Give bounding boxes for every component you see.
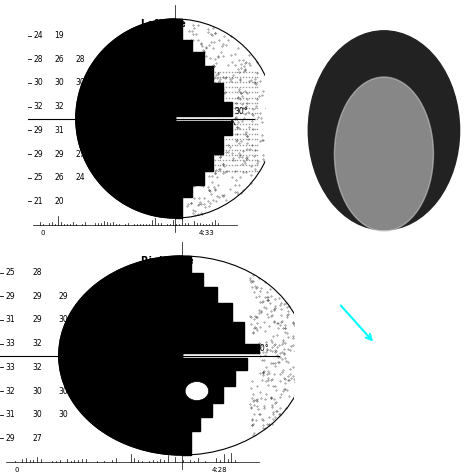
Text: 27: 27 bbox=[85, 387, 95, 395]
Text: 29: 29 bbox=[6, 434, 16, 443]
Text: 29: 29 bbox=[33, 126, 43, 135]
Text: c: c bbox=[303, 249, 310, 262]
Text: 30: 30 bbox=[59, 410, 69, 419]
Polygon shape bbox=[182, 356, 247, 455]
Text: 29: 29 bbox=[32, 292, 42, 301]
Circle shape bbox=[308, 31, 460, 230]
Text: 28: 28 bbox=[76, 55, 85, 64]
Text: 31: 31 bbox=[6, 316, 16, 324]
Polygon shape bbox=[76, 19, 175, 218]
Text: 31: 31 bbox=[55, 126, 64, 135]
Text: b: b bbox=[303, 12, 312, 25]
Text: 30: 30 bbox=[59, 316, 69, 324]
Text: 25: 25 bbox=[97, 126, 107, 135]
Text: 32: 32 bbox=[33, 102, 43, 111]
Text: 24: 24 bbox=[76, 173, 85, 182]
Text: 17: 17 bbox=[118, 102, 128, 111]
Text: 32: 32 bbox=[6, 387, 16, 395]
Text: 30: 30 bbox=[85, 316, 95, 324]
Text: 33: 33 bbox=[6, 363, 16, 372]
Text: 29: 29 bbox=[6, 292, 16, 301]
Text: 0: 0 bbox=[15, 466, 19, 473]
Text: 29: 29 bbox=[32, 316, 42, 324]
Text: 30°: 30° bbox=[235, 107, 248, 116]
Text: 30: 30 bbox=[33, 79, 43, 87]
Text: 31: 31 bbox=[6, 410, 16, 419]
Text: 29: 29 bbox=[59, 292, 68, 301]
Polygon shape bbox=[175, 118, 232, 218]
Text: Left eye: Left eye bbox=[141, 19, 186, 29]
Polygon shape bbox=[182, 256, 259, 356]
Ellipse shape bbox=[334, 77, 433, 231]
Text: 30: 30 bbox=[59, 339, 69, 348]
Text: 31: 31 bbox=[76, 102, 85, 111]
Text: 4:33: 4:33 bbox=[199, 229, 215, 236]
Text: 28: 28 bbox=[32, 268, 42, 277]
Text: 0: 0 bbox=[40, 229, 45, 236]
Text: 27: 27 bbox=[32, 434, 42, 443]
Text: 30: 30 bbox=[32, 410, 42, 419]
Text: 29: 29 bbox=[33, 150, 43, 158]
Text: 24: 24 bbox=[33, 31, 43, 40]
Text: 25: 25 bbox=[6, 268, 16, 277]
Text: 26: 26 bbox=[55, 55, 64, 64]
Text: 29: 29 bbox=[55, 150, 64, 158]
Text: 20: 20 bbox=[55, 197, 64, 206]
Text: 26: 26 bbox=[55, 173, 64, 182]
Text: 33: 33 bbox=[6, 339, 16, 348]
Text: 28: 28 bbox=[33, 55, 43, 64]
Text: 32: 32 bbox=[32, 363, 42, 372]
Text: 4:28: 4:28 bbox=[211, 466, 227, 473]
Text: 1: 1 bbox=[59, 363, 64, 372]
Text: 30: 30 bbox=[76, 79, 86, 87]
Text: 30: 30 bbox=[32, 387, 42, 395]
Text: 29: 29 bbox=[85, 363, 95, 372]
Text: 19: 19 bbox=[55, 31, 64, 40]
Text: 25: 25 bbox=[97, 150, 107, 158]
Polygon shape bbox=[175, 19, 232, 118]
Text: 30: 30 bbox=[55, 79, 64, 87]
Text: 27: 27 bbox=[76, 150, 85, 158]
Polygon shape bbox=[59, 256, 182, 455]
Circle shape bbox=[185, 382, 209, 401]
Text: Right eye: Right eye bbox=[141, 256, 194, 266]
Text: 32: 32 bbox=[55, 102, 64, 111]
Text: 30: 30 bbox=[76, 126, 86, 135]
Text: 17: 17 bbox=[118, 126, 128, 135]
Text: 30: 30 bbox=[59, 387, 69, 395]
Text: 26: 26 bbox=[97, 102, 107, 111]
Text: 10: 10 bbox=[97, 79, 107, 87]
Text: 30°: 30° bbox=[255, 344, 269, 353]
Text: 28: 28 bbox=[85, 339, 95, 348]
Text: 32: 32 bbox=[32, 339, 42, 348]
Text: 25: 25 bbox=[33, 173, 43, 182]
Text: 21: 21 bbox=[33, 197, 43, 206]
